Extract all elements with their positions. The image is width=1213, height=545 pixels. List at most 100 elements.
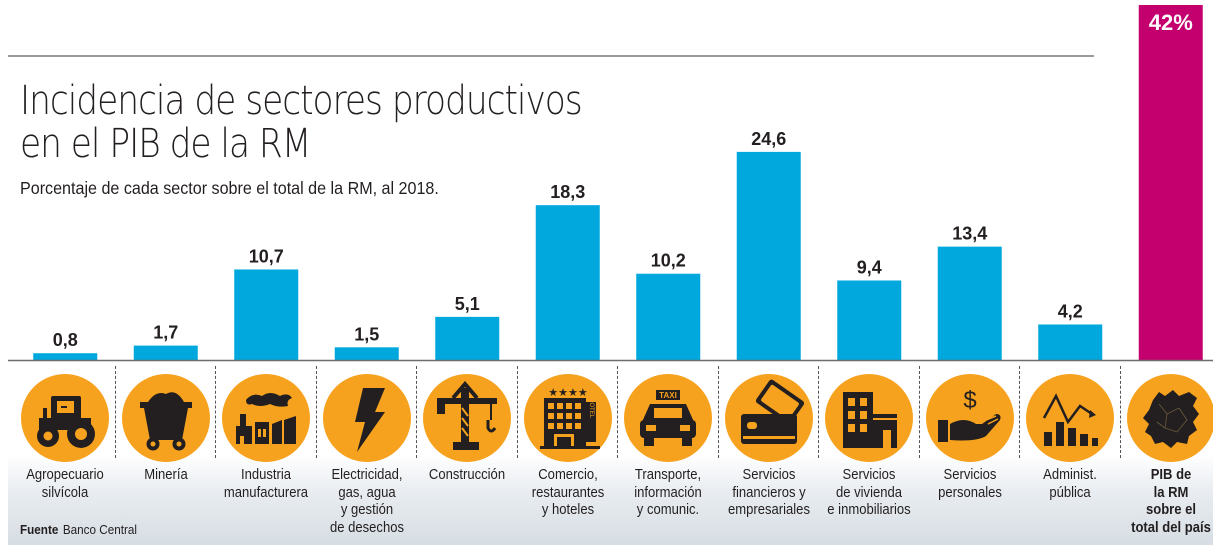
bar (535, 205, 600, 360)
category-divider (918, 366, 920, 458)
category-divider (1019, 366, 1020, 458)
svg-text:$: $ (963, 387, 976, 414)
category-divider (617, 366, 618, 458)
data-label: 10,7 (249, 246, 284, 266)
category-divider (416, 366, 417, 458)
category-label-line: y comunic. (637, 502, 700, 518)
bar (33, 353, 98, 360)
category-label-line: la RM (1153, 484, 1189, 501)
category-label-line: de desechos (329, 519, 404, 536)
category-label-line: total del país (1130, 519, 1211, 536)
category-label-line: empresariales (727, 502, 810, 518)
data-label: 13,4 (952, 224, 987, 244)
source-label: Fuente (20, 522, 59, 537)
category-label: Servicios financieros y empresariales (719, 467, 818, 520)
category-label-line: Construcción (429, 467, 506, 483)
category-label-line: y gestión (340, 502, 393, 518)
source-value: Banco Central (62, 522, 138, 537)
bar (636, 273, 701, 360)
svg-text:TAXI: TAXI (659, 391, 677, 400)
footer-band (8, 455, 1213, 545)
category-label-line: pública (1049, 484, 1091, 501)
highlight-bar (1138, 5, 1203, 360)
category-label-line: información (634, 484, 702, 501)
factory-icon (222, 374, 311, 462)
data-label: 1,5 (354, 324, 379, 344)
top-rule (8, 55, 1094, 57)
credit-card-icon (724, 374, 813, 462)
category-label-line: Servicios (742, 467, 796, 483)
data-label: 5,1 (455, 294, 480, 314)
category-label-line: y hoteles (541, 502, 594, 518)
category-divider (114, 366, 116, 458)
mine-cart-icon (121, 374, 210, 462)
category-divider (1119, 366, 1121, 458)
category-label: Electricidad, gas, agua y gestión de desech… (317, 467, 416, 537)
category-divider (516, 366, 518, 458)
chart-title: Incidencia de sectores productivos en el… (20, 78, 583, 166)
category-label-line: Agropecuario (26, 467, 105, 483)
category-label-line: restaurantes (531, 484, 605, 501)
bar (937, 246, 1002, 360)
bar (435, 316, 500, 360)
category-label: Industria manufacturera (217, 467, 316, 502)
category-label-line: personales (937, 484, 1002, 501)
category-divider (215, 366, 216, 458)
category-label: Servicios personales (920, 467, 1019, 502)
category-label-line: e inmobiliarios (827, 502, 911, 518)
source-note: Fuente Banco Central (20, 522, 137, 537)
category-label: Agropecuario silvícola (16, 467, 115, 502)
data-label: 42% (1149, 10, 1193, 35)
region-map-icon (1126, 374, 1213, 462)
category-label-line: sobre el (1145, 502, 1196, 518)
data-label: 10,2 (651, 251, 686, 271)
data-label: 0,8 (53, 330, 78, 350)
category-label-line: Electricidad, (331, 467, 403, 483)
tractor-icon (21, 374, 110, 462)
category-label: Minería (116, 467, 215, 485)
category-divider (717, 366, 719, 458)
category-label: Servicios de vivienda e inmobiliarios (820, 467, 919, 520)
taxi-icon: TAXI (624, 374, 713, 462)
title-line-1: Incidencia de sectores productivos (20, 78, 583, 124)
bar (736, 151, 801, 360)
category-label: Construcción (418, 467, 517, 485)
category-label-line: Minería (143, 467, 188, 483)
category-label-line: Industria (241, 467, 292, 483)
chart-subtitle: Porcentaje de cada sector sobre el total… (20, 178, 439, 198)
category-label: Administ. pública (1021, 467, 1120, 502)
category-label-line: Comercio, (538, 467, 598, 483)
bar (837, 280, 902, 360)
category-label-line: silvícola (42, 484, 89, 501)
data-label: 4,2 (1058, 301, 1083, 321)
crane-icon (423, 374, 512, 462)
hotel-icon: ★★★★ HOTEL (523, 374, 612, 462)
category-label-line: financieros y (732, 484, 806, 501)
category-divider (818, 366, 819, 458)
category-label-line: manufacturera (224, 484, 309, 501)
category-label-line: gas, agua (338, 484, 396, 501)
bar (334, 347, 399, 360)
category-label: Comercio, restaurantes y hoteles (518, 467, 617, 520)
svg-text:HOTEL: HOTEL (588, 398, 594, 419)
category-label-line: de vivienda (836, 484, 903, 501)
category-label: PIB de la RM sobre el total del país (1121, 467, 1213, 537)
svg-text:★★★★: ★★★★ (548, 386, 588, 399)
bar (133, 345, 198, 360)
category-label-line: Servicios (842, 467, 896, 483)
bar-chart-trend-icon (1026, 374, 1115, 462)
category-label-line: Transporte, (635, 467, 702, 483)
data-label: 9,4 (857, 257, 882, 277)
category-label-line: Administ. (1043, 467, 1098, 483)
data-label: 24,6 (751, 129, 786, 149)
buildings-icon (825, 374, 914, 462)
category-divider (315, 366, 317, 458)
hand-dollar-icon: $ (925, 374, 1014, 462)
category-label: Transporte, información y comunic. (619, 467, 718, 520)
bar (1038, 324, 1103, 360)
data-label: 18,3 (550, 182, 585, 202)
category-label-line: Servicios (943, 467, 997, 483)
data-label: 1,7 (153, 323, 178, 343)
bar (234, 269, 299, 360)
